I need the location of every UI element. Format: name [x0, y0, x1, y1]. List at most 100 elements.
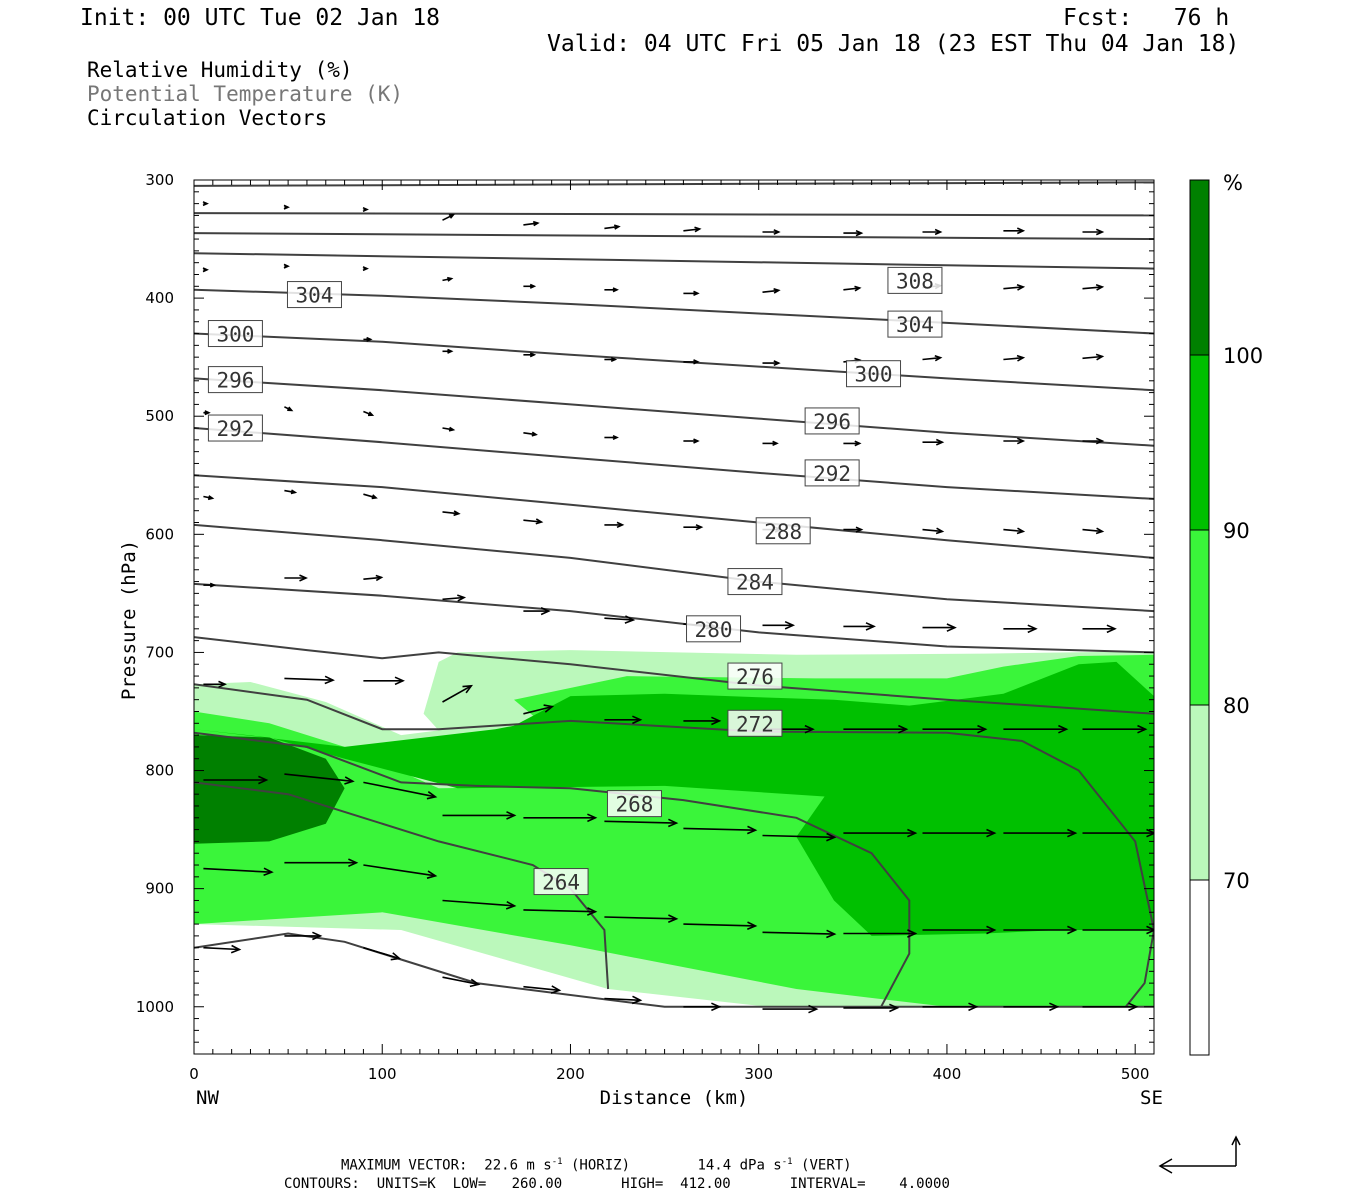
vector-shaft	[1003, 528, 1024, 533]
vector-head	[447, 348, 454, 354]
vector-head	[746, 921, 758, 931]
vector-head	[934, 228, 943, 236]
vector-head	[1058, 724, 1069, 734]
vector-head	[1016, 283, 1026, 291]
colorbar-label: 90	[1223, 519, 1250, 543]
contour-label: 276	[727, 662, 783, 690]
rh-region-90	[194, 661, 1154, 936]
vector-head	[826, 929, 837, 939]
theta-contour-upper-2	[194, 232, 1154, 241]
vector-shaft	[523, 432, 537, 436]
vector-arrow	[1082, 353, 1105, 361]
y-tick-label: 500	[145, 407, 174, 425]
vector-shaft	[843, 287, 860, 291]
vector-arrow	[843, 229, 864, 237]
vector-arrow	[683, 921, 758, 931]
vector-shaft	[762, 289, 779, 293]
vector-arrow	[922, 527, 945, 535]
contour-label: 268	[606, 790, 662, 818]
vector-arrow	[1082, 228, 1105, 236]
vector-head	[532, 220, 540, 227]
vector-arrow	[604, 715, 643, 725]
vector-arrow	[762, 440, 779, 447]
vector-head	[312, 931, 323, 941]
vector-arrow	[843, 622, 876, 631]
vector-head	[207, 495, 215, 501]
vector-head	[907, 828, 918, 838]
y-tick-label: 600	[145, 525, 174, 543]
vector-head	[610, 356, 618, 363]
colorbar-segment-90	[1189, 354, 1210, 531]
vector-arrow	[203, 944, 242, 954]
vector-shaft	[442, 511, 459, 515]
vector-arrow	[203, 410, 211, 416]
vector-shaft	[1082, 286, 1103, 290]
vector-head	[447, 276, 454, 282]
contour-label-text: 272	[736, 712, 774, 736]
vector-arrow	[1082, 1002, 1139, 1012]
vector-arrow	[523, 813, 598, 823]
colorbar: % 100 90 80 70	[1189, 171, 1263, 1056]
vector-head	[453, 510, 461, 517]
vector-head	[390, 952, 402, 961]
vector-arrow	[762, 288, 781, 294]
vector-arrow	[683, 825, 758, 835]
y-tick-label: 300	[145, 171, 174, 189]
vector-arrow	[922, 355, 943, 362]
contour-label-text: 264	[542, 871, 580, 895]
vector-head	[426, 791, 438, 800]
vector-arrow	[1003, 828, 1078, 838]
vector-arrow	[843, 929, 918, 938]
axis-ticks: 300 400 500 600 700 800 900 1000 0 100 200 300 400 50…	[136, 171, 1155, 1083]
contour-label-box	[686, 615, 742, 643]
vector-shaft	[604, 225, 619, 230]
vector-arrow	[523, 518, 544, 525]
vector-arrow	[284, 675, 335, 685]
vector-shaft	[683, 827, 756, 831]
vector-shaft	[363, 493, 377, 499]
contour-label: 292	[207, 414, 263, 442]
vector-arrow	[362, 266, 369, 272]
vector-head	[1128, 1002, 1139, 1012]
reference-vector-icon	[1158, 1135, 1241, 1174]
vector-arrow	[762, 929, 837, 939]
vector-head	[855, 229, 864, 237]
vector-shaft	[922, 528, 943, 533]
vector-head	[773, 229, 781, 235]
vector-arrow	[363, 781, 438, 800]
vector-head	[263, 867, 274, 877]
vector-arrow	[1082, 828, 1154, 838]
vector-head	[299, 574, 308, 582]
legend-rh: Relative Humidity (%)	[87, 58, 353, 82]
vector-head	[616, 521, 625, 529]
vector-arrow	[922, 925, 997, 935]
vector-head	[935, 527, 945, 535]
vector-arrow	[442, 510, 461, 517]
colorbar-label: 70	[1223, 869, 1250, 893]
vector-head	[287, 406, 294, 412]
vector-arrow	[363, 946, 402, 961]
contour-label: 304	[887, 310, 943, 338]
vector-arrow	[683, 226, 702, 233]
vector-shaft	[523, 519, 542, 523]
footer-contours: CONTOURS: UNITS=K LOW= 260.00 HIGH= 412.…	[284, 1176, 950, 1192]
contour-label-text: 280	[695, 618, 733, 642]
vector-head	[1095, 283, 1105, 291]
vector-head	[1137, 724, 1148, 734]
contour-label-box	[804, 407, 860, 435]
vector-arrow	[203, 582, 217, 588]
vector-head	[348, 858, 359, 868]
contour-label-box	[207, 366, 263, 394]
vector-arrow	[523, 220, 540, 227]
theta-contour-272	[194, 683, 1154, 1008]
vector-head	[1106, 624, 1117, 634]
theta-contour-upper-3	[194, 252, 1154, 270]
contour-label: 308	[887, 266, 943, 294]
theta-contour-upper-0	[194, 181, 1154, 187]
vector-arrow	[523, 283, 537, 289]
vector-arrow	[922, 828, 997, 838]
x-tick-label: 0	[189, 1065, 199, 1083]
vector-arrow	[523, 431, 538, 437]
vector-arrow	[922, 1002, 979, 1012]
vector-head	[457, 594, 467, 602]
